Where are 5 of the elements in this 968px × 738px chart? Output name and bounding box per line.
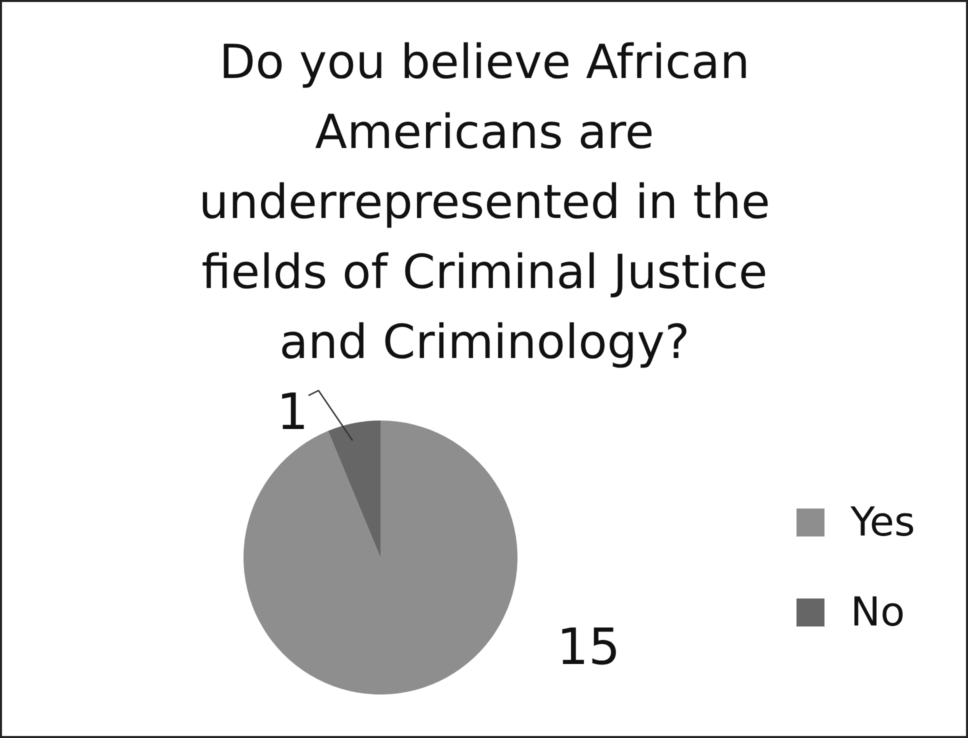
data-label: 15 bbox=[556, 618, 620, 676]
chart-title: Do you believe African Americans are underrepresented in the fields of Criminal Justice and Criminology? bbox=[198, 35, 770, 370]
data-label: 1 bbox=[276, 383, 308, 441]
legend-label: Yes bbox=[850, 500, 916, 546]
legend-label: No bbox=[850, 590, 905, 636]
